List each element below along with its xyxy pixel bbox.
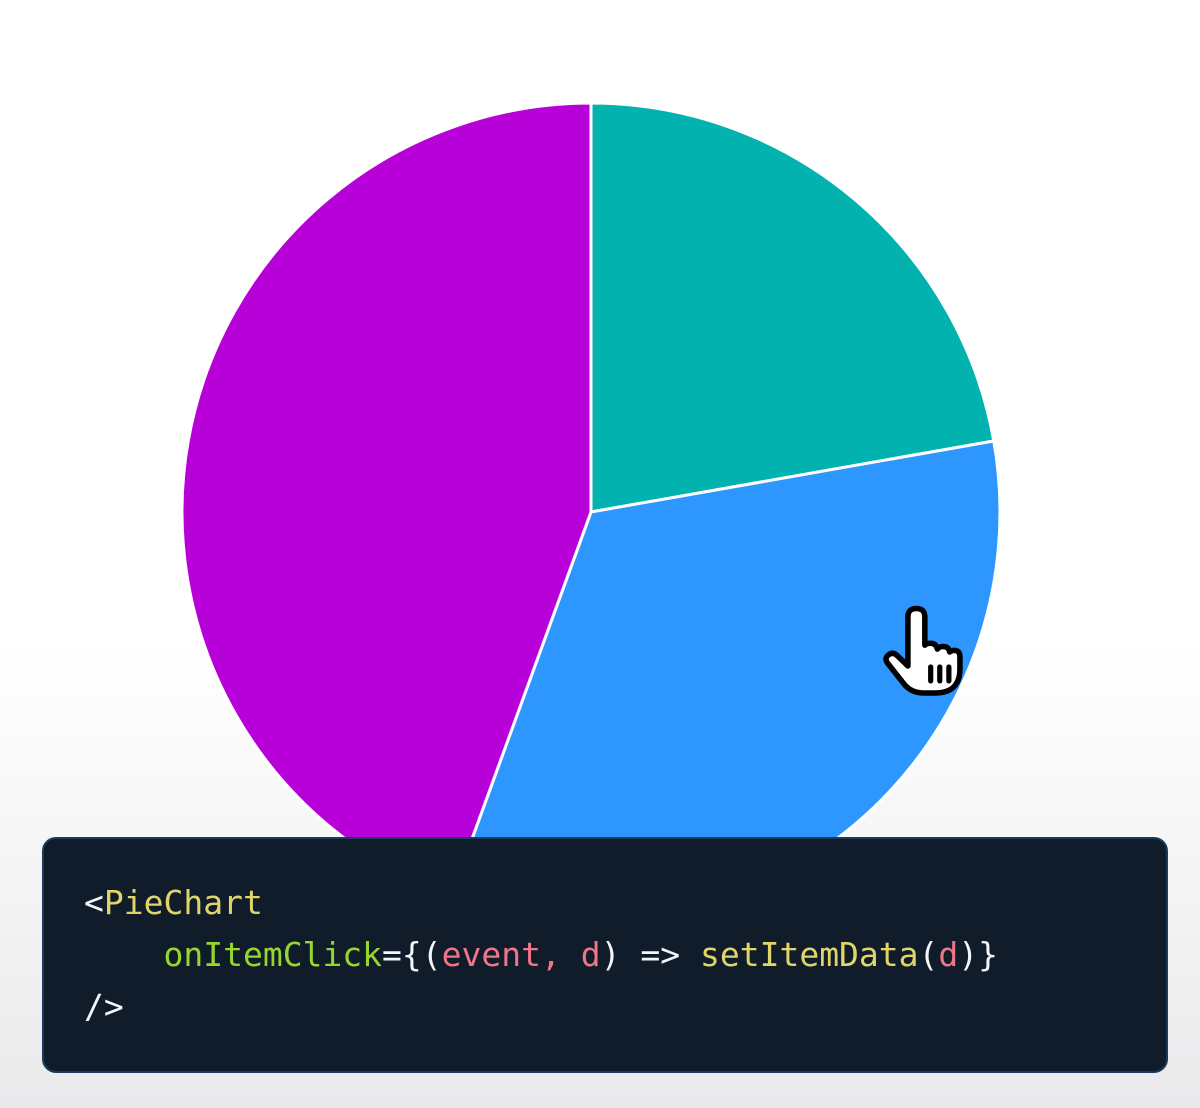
pie-slice-magenta-slice[interactable] [180, 101, 593, 898]
code-token: /> [84, 987, 124, 1026]
code-snippet: <PieChart onItemClick={(event, d) => set… [84, 877, 1126, 1033]
code-token: event, [441, 935, 561, 974]
code-token: d [580, 935, 601, 974]
code-token: ) [600, 935, 621, 974]
code-token: = [382, 935, 402, 974]
code-token [561, 935, 581, 974]
code-token [84, 935, 163, 974]
pie-slice-teal-slice[interactable] [589, 101, 996, 514]
code-token: < [84, 883, 104, 922]
code-token: ( [918, 935, 939, 974]
code-token: } [978, 935, 999, 974]
code-token: => [620, 935, 700, 974]
code-token: ( [421, 935, 442, 974]
code-token: setItemData [699, 935, 919, 974]
code-token: d [938, 935, 959, 974]
code-token: onItemClick [163, 935, 383, 974]
code-token: PieChart [103, 883, 263, 922]
pie-chart[interactable] [179, 100, 1003, 924]
code-token: ) [958, 935, 979, 974]
code-token: { [401, 935, 422, 974]
code-block: <PieChart onItemClick={(event, d) => set… [42, 837, 1168, 1073]
